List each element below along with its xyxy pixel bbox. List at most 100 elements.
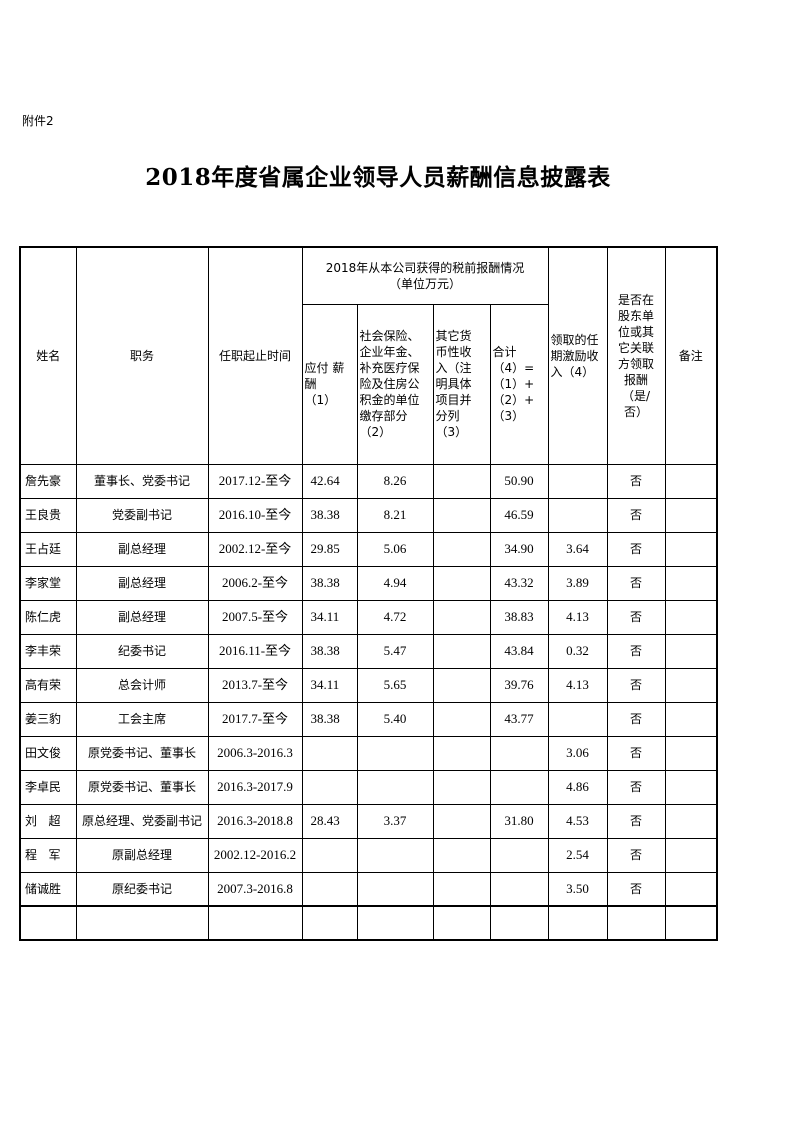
cell-incentive	[547, 701, 608, 737]
cell-remark	[664, 531, 718, 567]
table-row: 刘 超原总经理、党委副书记 2016.3-2018.8 28.43 3.37 31.80…	[19, 803, 718, 839]
cell-other	[432, 769, 491, 805]
cell-term: 2007.3-2016.8	[207, 871, 303, 907]
cell-total: 43.84	[489, 633, 549, 669]
cell-salary: 38.38	[301, 565, 358, 601]
cell-insurance: 3.37	[356, 803, 434, 839]
cell-insurance	[356, 837, 434, 873]
header-salary: 应付 薪 酬 （1）	[301, 303, 358, 465]
cell-name: 陈仁虎	[19, 599, 77, 635]
cell-insurance	[356, 769, 434, 805]
cell-salary: 38.38	[301, 633, 358, 669]
cell-other	[432, 599, 491, 635]
cell-remark	[664, 871, 718, 907]
cell-other	[432, 667, 491, 703]
cell-name: 王占廷	[19, 531, 77, 567]
table-row: 詹先豪 董事长、党委书记 2017.12-至今 42.64 8.26 50.90 否	[19, 463, 718, 499]
cell-salary: 38.38	[301, 497, 358, 533]
cell-term: 2016.11-至今	[207, 633, 303, 669]
table-row: 高有荣 总会计师 2013.7-至今 34.11 5.65 39.76 4.13 否	[19, 667, 718, 703]
cell-incentive: 0.32	[547, 633, 608, 669]
cell-total: 43.77	[489, 701, 549, 737]
cell-other	[432, 871, 491, 907]
cell-shareholder: 否	[606, 735, 666, 771]
cell-position: 原党委书记、董事长	[75, 769, 209, 805]
cell-name: 田文俊	[19, 735, 77, 771]
cell-other	[432, 701, 491, 737]
cell-total: 43.32	[489, 565, 549, 601]
cell-salary	[301, 735, 358, 771]
cell-incentive	[547, 463, 608, 499]
cell-total	[489, 769, 549, 805]
cell-shareholder: 否	[606, 701, 666, 737]
cell-shareholder: 否	[606, 531, 666, 567]
header-name: 姓名	[19, 246, 77, 465]
cell-incentive: 2.54	[547, 837, 608, 873]
table-row: 陈仁虎 副总经理 2007.5-至今 34.11 4.72 38.83 4.13 否	[19, 599, 718, 635]
cell-name: 李丰荣	[19, 633, 77, 669]
table-row: 姜三豹 工会主席 2017.7-至今 38.38 5.40 43.77 否	[19, 701, 718, 737]
cell-total: 50.90	[489, 463, 549, 499]
cell-incentive: 4.53	[547, 803, 608, 839]
subheader-row: 应付 薪 酬 （1） 社会保险、 企业年金、 补充医疗保 险及住房公 积金的单位…	[20, 303, 717, 465]
cell-insurance: 5.40	[356, 701, 434, 737]
cell-incentive: 3.06	[547, 735, 608, 771]
cell-insurance: 5.65	[356, 667, 434, 703]
cell-shareholder: 否	[606, 667, 666, 703]
cell-term: 2016.3-2017.9	[207, 769, 303, 805]
cell-shareholder: 否	[606, 497, 666, 533]
cell-term: 2006.2-至今	[207, 565, 303, 601]
cell-name: 程 军	[19, 837, 77, 873]
cell-shareholder: 否	[606, 871, 666, 907]
cell-incentive: 4.13	[547, 667, 608, 703]
cell-position: 原副总经理	[75, 837, 209, 873]
header-position: 职务	[75, 246, 209, 465]
cell-term: 2002.12-至今	[207, 531, 303, 567]
cell-term: 2006.3-2016.3	[207, 735, 303, 771]
cell-remark	[664, 599, 718, 635]
cell-salary: 42.64	[301, 463, 358, 499]
cell-term: 2007.5-至今	[207, 599, 303, 635]
cell-position: 原总经理、党委副书记	[75, 803, 209, 839]
table-row: 王占廷 副总经理 2002.12-至今 29.85 5.06 34.90 3.64 否	[19, 531, 718, 567]
cell-other	[432, 497, 491, 533]
table-row: 储诚胜 原纪委书记 2007.3-2016.8 3.50 否	[19, 871, 718, 907]
cell-position: 纪委书记	[75, 633, 209, 669]
cell-other	[432, 565, 491, 601]
cell-incentive: 4.86	[547, 769, 608, 805]
cell-name: 王良贵	[19, 497, 77, 533]
table-row: 田文俊 原党委书记、董事长 2006.3-2016.3 3.06 否	[19, 735, 718, 771]
cell-insurance: 4.94	[356, 565, 434, 601]
cell-other	[432, 633, 491, 669]
cell-term: 2017.7-至今	[207, 701, 303, 737]
cell-name: 刘 超	[19, 803, 77, 839]
cell-name: 高有荣	[19, 667, 77, 703]
cell-salary: 34.11	[301, 667, 358, 703]
cell-incentive: 4.13	[547, 599, 608, 635]
page-title: 2018年度省属企业领导人员薪酬信息披露表	[145, 164, 611, 191]
table-row: 李卓民 原党委书记、董事长 2016.3-2017.9 4.86 否	[19, 769, 718, 805]
cell-total	[489, 735, 549, 771]
cell-shareholder: 否	[606, 633, 666, 669]
table-row: 李家堂 副总经理 2006.2-至今 38.38 4.94 43.32 3.89 否	[19, 565, 718, 601]
cell-position: 总会计师	[75, 667, 209, 703]
cell-term: 2002.12-2016.2	[207, 837, 303, 873]
cell-term: 2013.7-至今	[207, 667, 303, 703]
cell-name: 姜三豹	[19, 701, 77, 737]
cell-remark	[664, 497, 718, 533]
cell-salary: 29.85	[301, 531, 358, 567]
cell-total: 38.83	[489, 599, 549, 635]
salary-disclosure-table: 姓名 职务 任职起止时间 2018年从本公司获得的税前报酬情况 （单位万元） 领…	[19, 246, 718, 941]
cell-incentive: 3.64	[547, 531, 608, 567]
cell-term: 2016.3-2018.8	[207, 803, 303, 839]
cell-insurance: 5.47	[356, 633, 434, 669]
header-row: 姓名 职务 任职起止时间 2018年从本公司获得的税前报酬情况 （单位万元） 领…	[19, 246, 718, 465]
header-group: 2018年从本公司获得的税前报酬情况 （单位万元）	[301, 246, 549, 305]
cell-remark	[664, 667, 718, 703]
cell-total	[489, 837, 549, 873]
cell-name: 詹先豪	[19, 463, 77, 499]
cell-position: 副总经理	[75, 565, 209, 601]
cell-shareholder: 否	[606, 769, 666, 805]
cell-remark	[664, 803, 718, 839]
header-incentive: 领取的任 期激励收 入（4）	[547, 246, 608, 465]
